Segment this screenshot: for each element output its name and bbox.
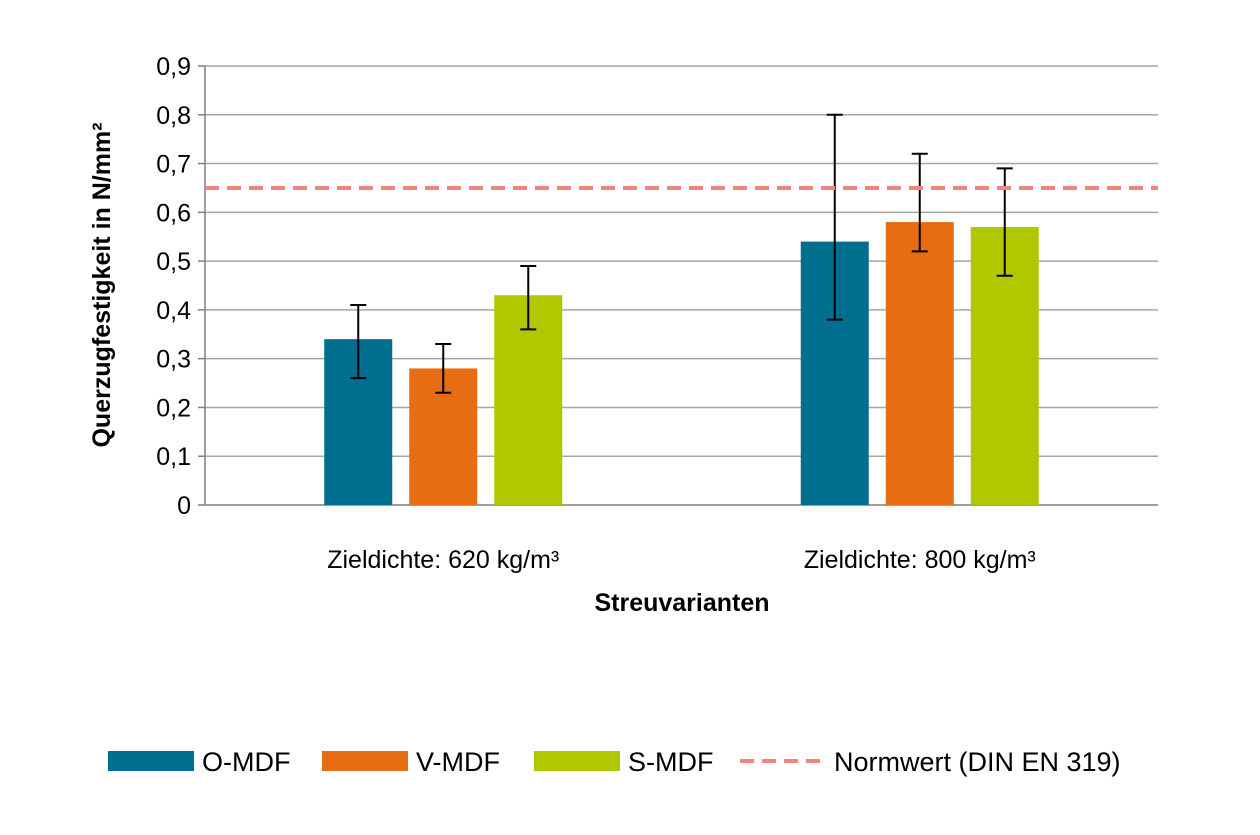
y-tick-label: 0,4 — [156, 297, 191, 325]
legend-swatch — [534, 751, 620, 771]
x-axis-title: Streuvarianten — [594, 589, 769, 617]
y-tick-label: 0,7 — [156, 151, 191, 179]
legend: O-MDF V-MDF S-MDF Normwert (DIN EN 319) — [108, 747, 1121, 777]
x-tick-label: Zieldichte: 800 kg/m³ — [804, 546, 1036, 574]
x-tick-label: Zieldichte: 620 kg/m³ — [327, 546, 559, 574]
y-tick-label: 0,6 — [156, 199, 191, 227]
legend-swatch — [322, 751, 408, 771]
y-tick-label: 0,8 — [156, 102, 191, 130]
x-axis-labels: Zieldichte: 620 kg/m³ Zieldichte: 800 kg/… — [327, 546, 1036, 574]
legend-label: Normwert (DIN EN 319) — [834, 747, 1121, 777]
y-axis-ticks: 0 0,1 0,2 0,3 0,4 0,5 0,6 0,7 0,8 0,9 — [156, 53, 191, 520]
y-axis-title: Querzugfestigkeit in N/mm² — [88, 122, 116, 447]
legend-label: O-MDF — [202, 747, 290, 777]
y-tick-label: 0,3 — [156, 346, 191, 374]
bars — [324, 222, 1039, 506]
legend-swatch — [108, 751, 194, 771]
legend-label: V-MDF — [416, 747, 500, 777]
legend-label: S-MDF — [628, 747, 713, 777]
bar-v-mdf — [885, 222, 954, 506]
error-bars — [350, 113, 1013, 394]
y-tick-label: 0,1 — [156, 443, 191, 471]
y-tick-label: 0,9 — [156, 53, 191, 81]
y-tick-label: 0,2 — [156, 394, 191, 422]
y-tick-label: 0,5 — [156, 248, 191, 276]
y-tick-label: 0 — [177, 492, 191, 520]
